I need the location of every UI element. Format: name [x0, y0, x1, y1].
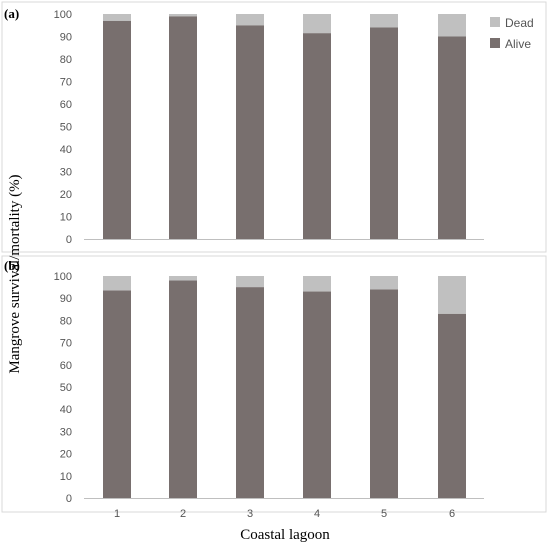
panel-a-bar-alive-5 [370, 27, 398, 239]
panel-a-y-tick: 10 [60, 212, 72, 224]
panel-b-y-tick: 80 [60, 315, 72, 327]
panel-b-x-tick: 6 [449, 508, 455, 520]
panel-a: (a) 0 10 20 30 40 50 60 70 80 90 100 Dead Alive [1, 1, 547, 253]
panel-b-x-tick: 1 [114, 508, 120, 520]
panel-a-bar-dead-4 [303, 14, 331, 34]
panel-a-bars [103, 14, 466, 239]
panel-b-x-tick: 5 [381, 508, 387, 520]
panel-b-bars [103, 276, 466, 498]
panel-b-y-tick: 100 [54, 271, 72, 283]
panel-a-y-ticks: 0 10 20 30 40 50 60 70 80 90 100 [54, 9, 72, 246]
panel-b-bar-dead-4 [303, 276, 331, 292]
panel-b-y-tick: 40 [60, 404, 72, 416]
panel-b-bar-dead-2 [169, 276, 197, 281]
panel-b-y-tick: 50 [60, 382, 72, 394]
panel-a-y-tick: 70 [60, 77, 72, 89]
legend-dead-label: Dead [505, 16, 534, 30]
panel-a-y-tick: 40 [60, 144, 72, 156]
panel-b-bar-alive-2 [169, 280, 197, 498]
panel-b: (b) 0 10 20 30 40 50 60 70 80 90 100 1 2 3 4 5 6 [1, 255, 547, 520]
panel-a-y-tick: 50 [60, 122, 72, 134]
panel-b-x-ticks: 1 2 3 4 5 6 [114, 508, 455, 520]
panel-b-x-tick: 2 [180, 508, 186, 520]
panel-a-bar-alive-6 [438, 36, 466, 239]
panel-a-bar-alive-3 [236, 25, 264, 239]
panel-b-y-tick: 10 [60, 471, 72, 483]
panel-a-frame [1, 1, 547, 253]
panel-a-bar-alive-4 [303, 33, 331, 239]
panel-a-bar-dead-6 [438, 14, 466, 37]
panel-a-label: (a) [4, 6, 19, 21]
panel-a-bar-alive-2 [169, 16, 197, 239]
panel-b-bar-dead-3 [236, 276, 264, 288]
y-axis-title: Mangrove survival/mortality (%) [7, 174, 23, 373]
legend-alive-swatch [490, 38, 500, 48]
panel-a-bar-dead-1 [103, 14, 131, 21]
panel-b-x-tick: 4 [314, 508, 320, 520]
panel-a-bar-dead-2 [169, 14, 197, 17]
panel-b-y-tick: 60 [60, 360, 72, 372]
x-axis-title: Coastal lagoon [240, 527, 330, 543]
panel-a-y-tick: 30 [60, 167, 72, 179]
panel-b-x-tick: 3 [247, 508, 253, 520]
panel-a-bar-alive-1 [103, 20, 131, 239]
panel-b-label: (b) [4, 258, 20, 273]
panel-b-bar-alive-5 [370, 289, 398, 498]
legend: Dead Alive [490, 16, 534, 51]
panel-b-bar-alive-6 [438, 313, 466, 498]
legend-alive-label: Alive [505, 37, 531, 51]
panel-b-y-tick: 30 [60, 426, 72, 438]
panel-a-bar-dead-5 [370, 14, 398, 28]
panel-b-bar-dead-6 [438, 276, 466, 314]
panel-b-y-tick: 0 [66, 493, 72, 505]
panel-a-y-tick: 90 [60, 32, 72, 44]
panel-a-y-tick: 20 [60, 189, 72, 201]
panel-a-bar-dead-3 [236, 14, 264, 26]
panel-b-bar-dead-5 [370, 276, 398, 290]
panel-b-bar-alive-4 [303, 291, 331, 498]
panel-a-y-tick: 80 [60, 54, 72, 66]
panel-b-y-tick: 90 [60, 293, 72, 305]
panel-b-y-tick: 70 [60, 338, 72, 350]
legend-dead-swatch [490, 17, 500, 27]
panel-a-y-tick: 100 [54, 9, 72, 21]
panel-b-y-ticks: 0 10 20 30 40 50 60 70 80 90 100 [54, 271, 72, 505]
panel-b-frame [1, 255, 547, 513]
panel-b-bar-alive-1 [103, 290, 131, 498]
panel-b-bar-alive-3 [236, 287, 264, 498]
panel-a-y-tick: 60 [60, 99, 72, 111]
panel-a-y-tick: 0 [66, 234, 72, 246]
panel-b-y-tick: 20 [60, 449, 72, 461]
panel-b-bar-dead-1 [103, 276, 131, 291]
